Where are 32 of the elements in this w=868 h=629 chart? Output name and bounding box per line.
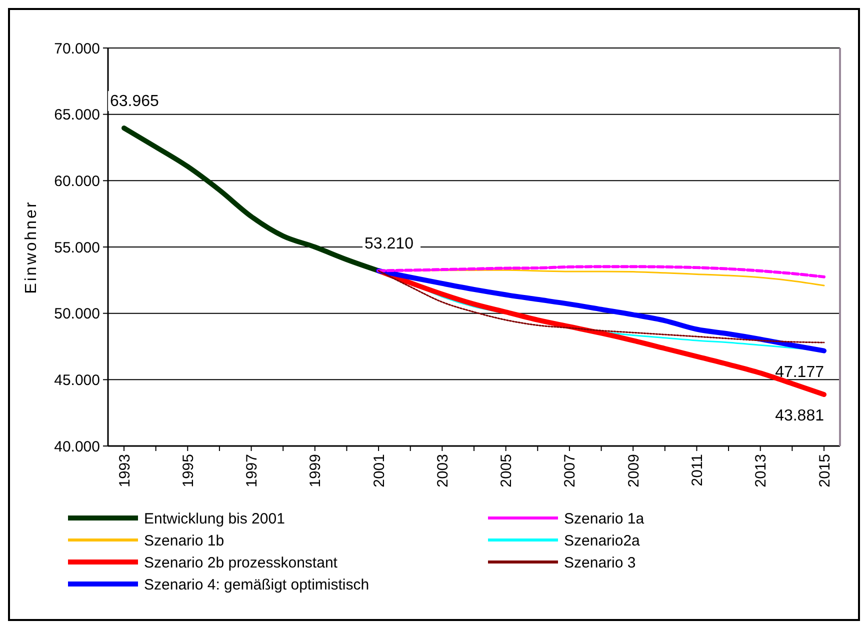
x-tick-label: 1993 (116, 454, 134, 488)
y-tick-label: 55.000 (54, 239, 100, 256)
x-tick-label: 2005 (498, 454, 516, 488)
x-tick-label: 1997 (244, 454, 261, 488)
legend-label: Szenario 2b prozesskonstant (144, 554, 338, 572)
legend-label: Szenario 1b (144, 532, 224, 550)
annotation: 47.177 (775, 364, 824, 381)
legend-label: Szenario2a (564, 532, 641, 550)
legend-label: Szenario 4: gemäßigt optimistisch (144, 576, 370, 594)
x-tick-label: 2015 (816, 454, 834, 488)
legend-label: Szenario 3 (564, 554, 636, 572)
legend-label: Szenario 1a (564, 510, 645, 528)
legend-label: Entwicklung bis 2001 (144, 510, 285, 528)
x-tick-label: 2003 (434, 454, 452, 488)
x-tick-label: 2011 (688, 454, 706, 486)
annotation: 43.881 (775, 408, 824, 425)
x-tick-label: 2013 (752, 454, 770, 488)
y-tick-label: 50.000 (54, 306, 100, 323)
y-tick-label: 60.000 (54, 172, 100, 190)
y-tick-label: 65.000 (54, 106, 100, 124)
x-tick-label: 1995 (180, 454, 197, 488)
x-tick-label: 2001 (370, 454, 388, 488)
x-tick-label: 2009 (625, 454, 642, 488)
annotation: 53.210 (364, 236, 414, 253)
y-tick-label: 70.000 (54, 40, 100, 58)
line-series (377, 265, 826, 278)
y-axis-title: Einwohner (23, 200, 40, 294)
x-tick-label: 2007 (562, 454, 579, 488)
x-tick-label: 1999 (307, 454, 324, 488)
annotation: 63.965 (110, 93, 160, 110)
y-tick-label: 45.000 (54, 372, 100, 389)
y-tick-label: 40.000 (54, 438, 100, 456)
